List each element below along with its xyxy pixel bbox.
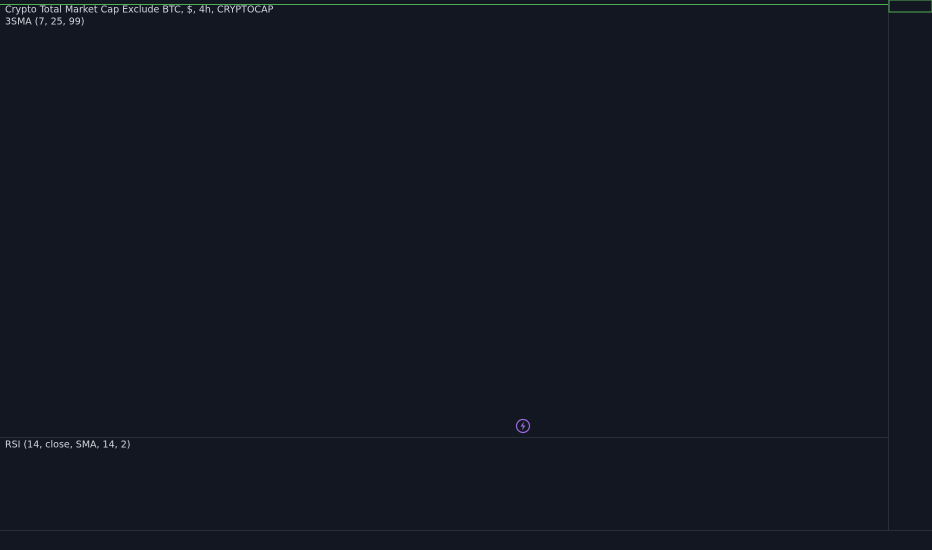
- indicator-label: 3SMA (7, 25, 99): [5, 17, 85, 28]
- rsi-label: RSI (14, close, SMA, 14, 2): [5, 440, 130, 451]
- chart-title: Crypto Total Market Cap Exclude BTC, $, …: [5, 5, 274, 16]
- replay-icon[interactable]: [515, 418, 531, 434]
- top-marker: [888, 0, 932, 13]
